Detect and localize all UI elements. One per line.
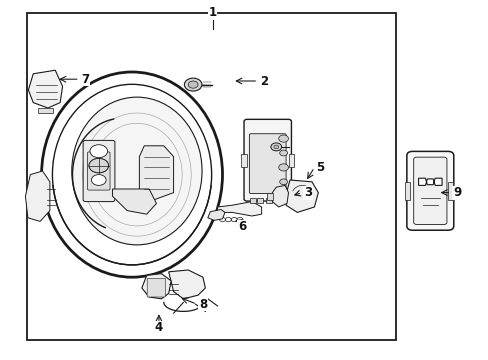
Text: 2: 2: [260, 75, 267, 87]
Text: 3: 3: [304, 186, 311, 199]
Bar: [404, 182, 409, 200]
Bar: [267, 193, 273, 200]
Text: 5: 5: [316, 161, 324, 174]
Polygon shape: [142, 274, 171, 299]
Bar: [257, 198, 263, 203]
FancyBboxPatch shape: [83, 140, 115, 202]
Polygon shape: [285, 180, 318, 212]
Polygon shape: [207, 210, 224, 220]
Circle shape: [273, 145, 278, 149]
Bar: [241, 154, 246, 167]
Bar: [265, 198, 271, 203]
Bar: [27, 13, 395, 340]
FancyBboxPatch shape: [406, 152, 453, 230]
Ellipse shape: [72, 97, 202, 245]
Circle shape: [89, 158, 108, 173]
Polygon shape: [272, 185, 288, 207]
FancyBboxPatch shape: [249, 134, 285, 194]
Circle shape: [90, 145, 107, 158]
Text: 9: 9: [452, 186, 460, 199]
Text: 6: 6: [238, 220, 245, 233]
Polygon shape: [139, 146, 173, 200]
Polygon shape: [28, 70, 62, 108]
Polygon shape: [25, 171, 50, 221]
Circle shape: [91, 175, 106, 185]
Text: 8: 8: [199, 298, 206, 311]
Circle shape: [279, 179, 287, 185]
FancyBboxPatch shape: [38, 108, 53, 113]
Text: 1: 1: [208, 6, 216, 19]
FancyBboxPatch shape: [87, 152, 110, 190]
Polygon shape: [112, 189, 156, 214]
FancyBboxPatch shape: [413, 157, 446, 225]
FancyBboxPatch shape: [147, 278, 165, 297]
Bar: [447, 182, 452, 200]
Circle shape: [270, 143, 281, 151]
Polygon shape: [168, 270, 205, 299]
Text: 7: 7: [81, 73, 89, 86]
Circle shape: [279, 150, 287, 156]
Circle shape: [188, 81, 198, 88]
Bar: [274, 198, 280, 203]
Ellipse shape: [52, 84, 211, 265]
Circle shape: [184, 78, 202, 91]
Polygon shape: [217, 202, 261, 216]
Circle shape: [89, 158, 108, 173]
Text: 4: 4: [155, 321, 163, 334]
Ellipse shape: [41, 72, 222, 277]
Circle shape: [278, 164, 288, 171]
FancyBboxPatch shape: [244, 120, 291, 201]
Circle shape: [278, 135, 288, 142]
Bar: [288, 154, 294, 167]
Polygon shape: [418, 178, 441, 185]
Bar: [249, 198, 255, 203]
